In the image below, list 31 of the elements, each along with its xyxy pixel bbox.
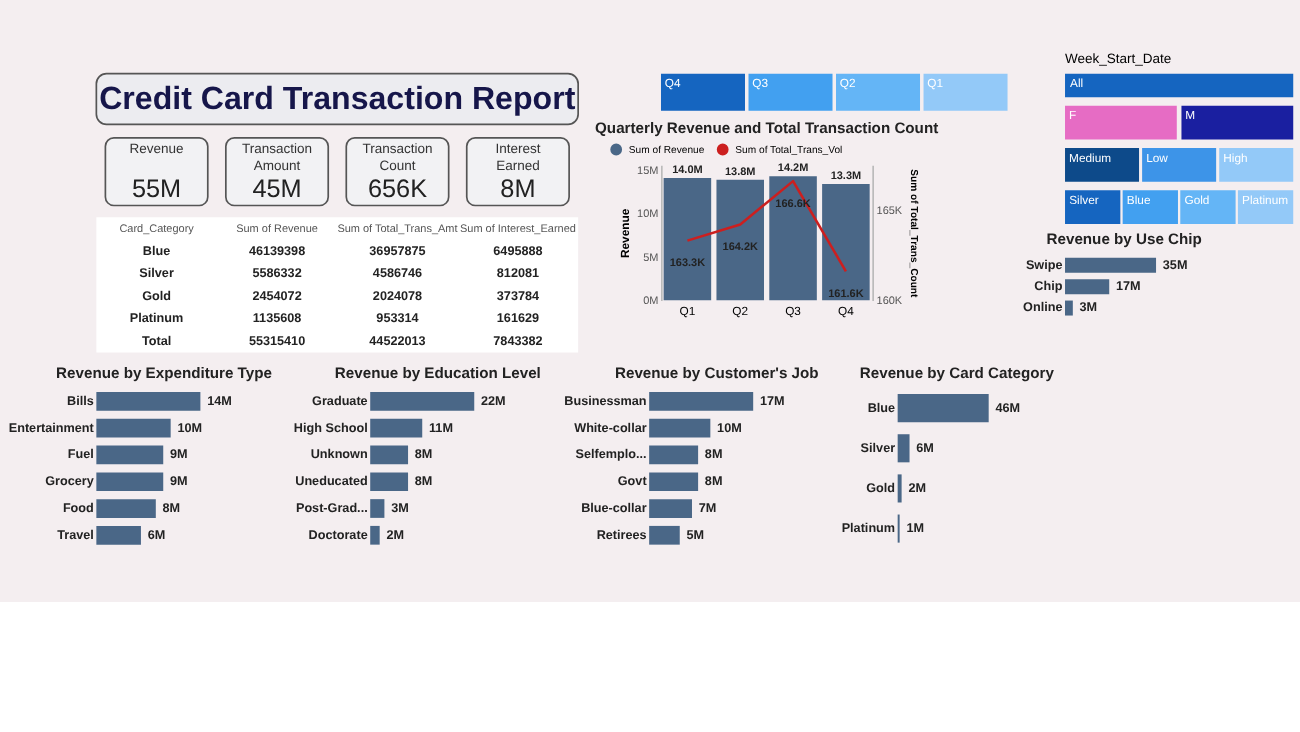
bar <box>649 472 699 492</box>
text: 8M <box>500 175 536 204</box>
bar <box>649 445 699 465</box>
bar <box>370 525 380 545</box>
bar <box>897 394 989 423</box>
bar <box>96 418 171 438</box>
chart-title: Revenue by Education Level <box>334 363 541 382</box>
text: 45M <box>252 175 302 204</box>
bar <box>96 525 141 545</box>
bar <box>649 499 692 518</box>
text: Credit Card Transaction Report <box>99 81 577 118</box>
chart-title: Revenue by Use Chip <box>1046 230 1203 249</box>
bar <box>96 445 164 465</box>
chart-title: Revenue by Card Category <box>859 363 1056 382</box>
bar <box>96 472 164 492</box>
chart-title: Revenue by Customer's Job <box>614 363 820 382</box>
text: 55M <box>131 175 182 204</box>
chart-title: Revenue by Expenditure Type <box>56 363 272 382</box>
bar <box>649 392 754 411</box>
bar <box>370 472 409 492</box>
chart-title: Quarterly Revenue and Total Transaction Count <box>595 118 940 137</box>
bar <box>649 525 680 545</box>
text: 656K <box>367 175 428 204</box>
bar <box>897 434 910 463</box>
bar <box>96 392 201 411</box>
bar <box>649 418 711 438</box>
bar <box>370 445 409 465</box>
bar <box>370 418 423 438</box>
bar <box>96 499 156 518</box>
bar <box>370 392 475 411</box>
bar <box>370 499 385 518</box>
